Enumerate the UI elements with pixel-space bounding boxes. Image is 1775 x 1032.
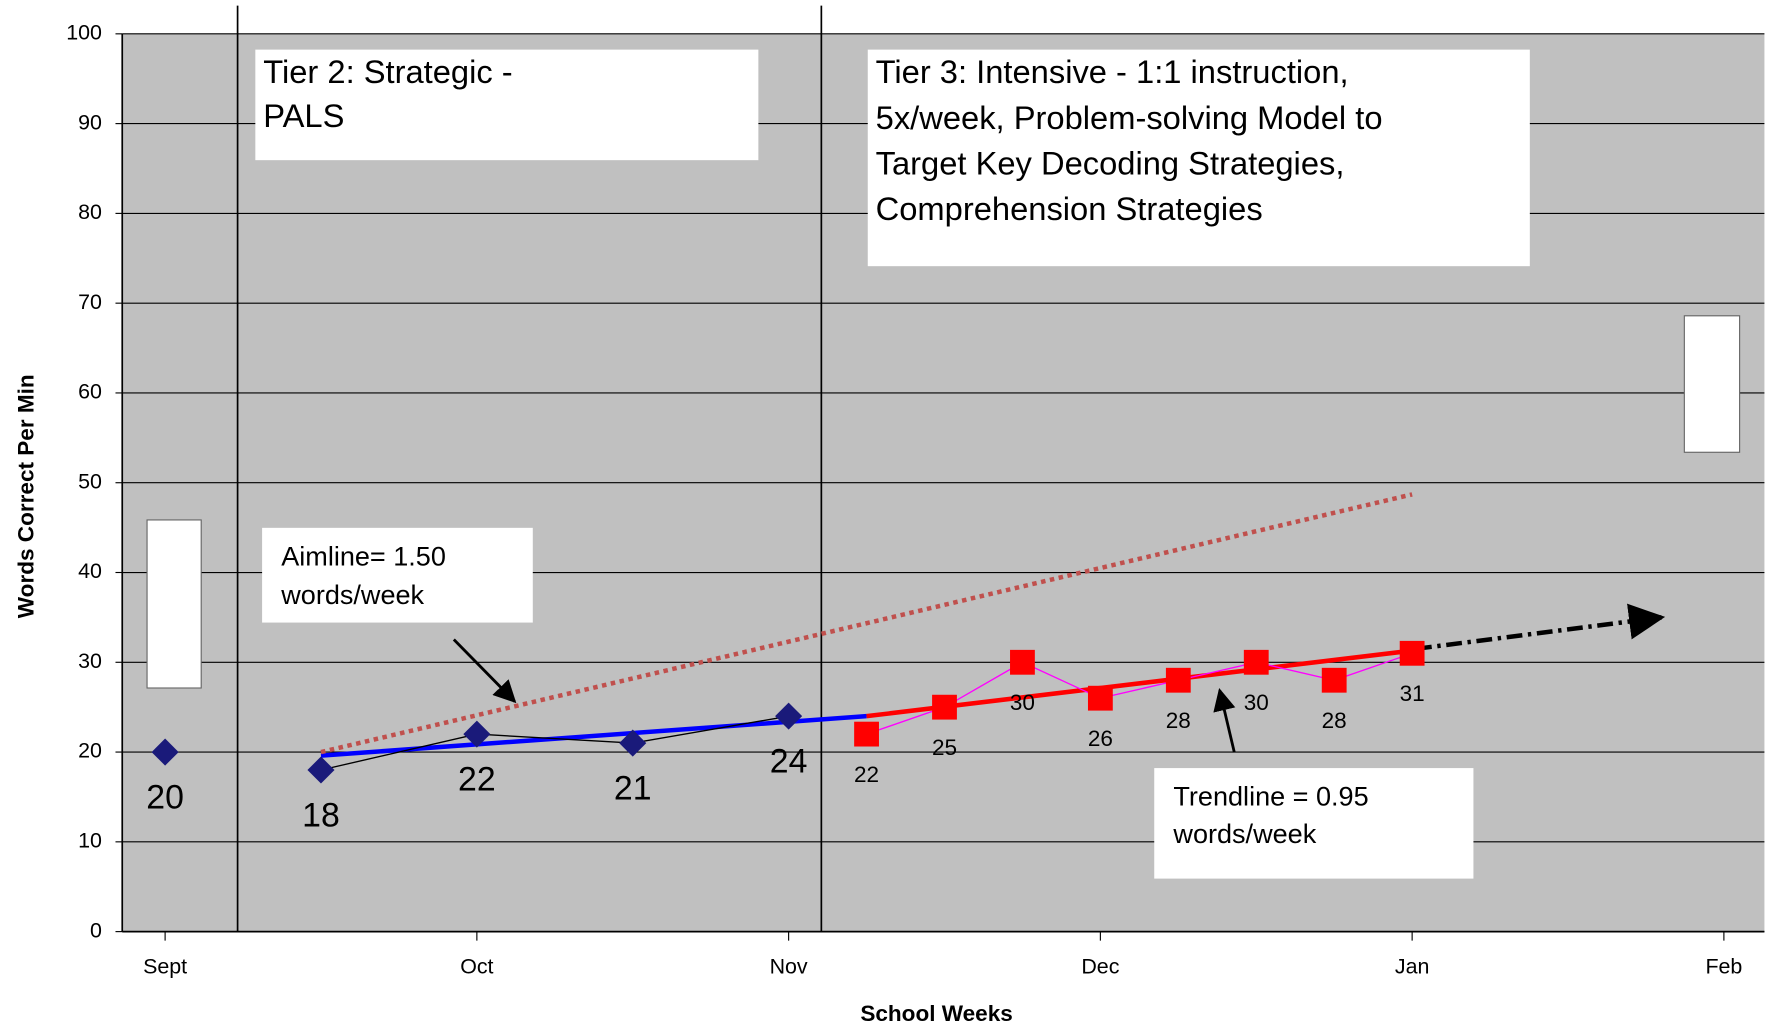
data-point [1010,649,1035,675]
fit-line [866,648,1413,719]
annotation-text: Aimline= 1.50 [281,541,446,571]
blank-box [146,519,202,689]
annotation-text: PALS [263,97,344,134]
series-line [866,652,1413,735]
x-tick-label: Sept [143,954,187,978]
data-label: 26 [1088,726,1113,751]
y-tick-label: 100 [66,20,102,44]
data-label: 28 [1166,708,1191,733]
annotation-arrow [452,638,517,704]
data-point [1165,667,1191,693]
annotation-box [1154,768,1474,879]
data-label: 20 [146,778,184,816]
data-label: 31 [1400,681,1425,706]
series-line [320,715,789,771]
annotation-text: words/week [280,580,424,610]
data-point [932,694,957,720]
y-tick-label: 40 [78,559,102,583]
data-label: 18 [302,796,340,834]
annotation-text: 5x/week, Problem-solving Model to [876,99,1383,136]
data-point [619,729,647,757]
data-label: 24 [770,742,808,780]
x-axis-title: School Weeks [860,1001,1012,1026]
data-label: 30 [1244,690,1269,715]
y-tick-label: 70 [78,290,102,314]
annotation-text: Comprehension Strategies [876,190,1263,227]
data-label: 21 [614,769,652,807]
data-point [1243,649,1269,675]
data-label: 25 [932,735,957,760]
annotation-text: Tier 3: Intensive - 1:1 instruction, [876,53,1349,90]
data-point [1321,667,1347,693]
annotation-text: Target Key Decoding Strategies, [876,144,1345,181]
y-tick-label: 80 [78,200,102,224]
annotation-box [867,49,1530,267]
fit-line [1415,603,1666,652]
annotation-box [255,49,759,161]
x-tick-label: Dec [1081,954,1119,978]
data-point [307,756,335,784]
data-point [151,738,179,766]
annotation-text: words/week [1172,819,1316,849]
y-tick-label: 0 [90,918,102,942]
data-label: 22 [458,760,496,798]
blank-box [1683,315,1741,453]
x-tick-label: Feb [1705,954,1742,978]
annotation-text: Tier 2: Strategic - [263,53,512,90]
data-point [854,721,879,747]
x-tick-label: Oct [460,954,493,978]
data-point [775,702,803,730]
data-label: 30 [1010,690,1035,715]
x-tick-label: Nov [770,954,808,978]
y-tick-label: 90 [78,110,102,134]
y-tick-label: 50 [78,469,102,493]
annotation-text: Trendline = 0.95 [1173,782,1368,812]
data-point [1399,640,1425,666]
fit-line [320,492,1413,755]
data-label: 28 [1322,708,1347,733]
data-point [463,720,491,748]
y-axis-title: Words Correct Per Min [13,374,38,618]
annotation-box [262,527,533,623]
data-label: 22 [854,762,879,787]
x-tick-label: Jan [1395,954,1430,978]
data-point [1087,685,1113,711]
y-tick-label: 60 [78,380,102,404]
annotation-arrow [1213,688,1236,753]
y-tick-label: 20 [78,739,102,763]
y-tick-label: 10 [78,828,102,852]
y-tick-label: 30 [78,649,102,673]
